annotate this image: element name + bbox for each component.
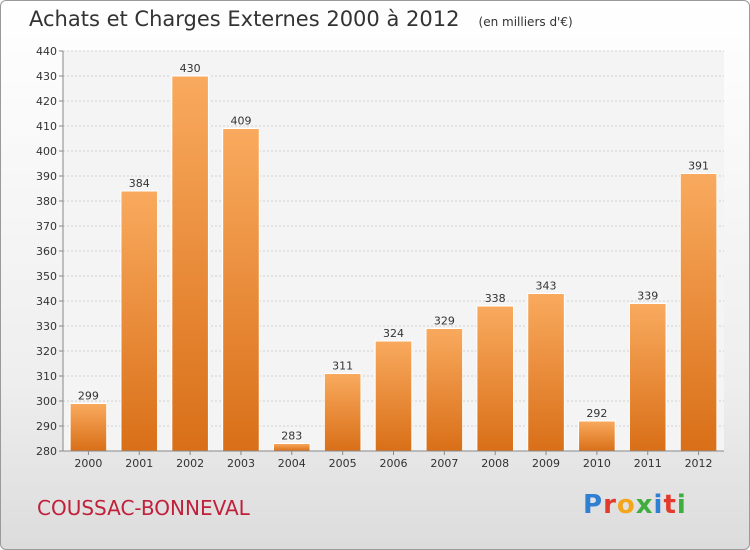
- value-label-2010: 292: [586, 407, 607, 420]
- bar-2008: [476, 305, 514, 452]
- y-tick-label: 290: [36, 420, 57, 433]
- value-label-2002: 430: [180, 62, 201, 75]
- y-tick-label: 440: [36, 45, 57, 58]
- x-tick-label-2003: 2003: [227, 457, 255, 470]
- chart-subtitle: (en milliers d'€): [478, 15, 573, 29]
- y-tick-label: 360: [36, 245, 57, 258]
- bar-2009: [527, 293, 565, 452]
- commune-name: COUSSAC-BONNEVAL: [37, 496, 250, 520]
- value-label-2009: 343: [536, 280, 557, 293]
- logo-letter: i: [676, 490, 687, 520]
- logo-letter: P: [583, 490, 604, 520]
- bar-2012: [679, 173, 718, 452]
- logo-letter: i: [653, 490, 664, 520]
- logo-letter: x: [635, 490, 654, 520]
- title-row: Achats et Charges Externes 2000 à 2012 (…: [29, 7, 573, 31]
- y-tick-label: 330: [36, 320, 57, 333]
- logo-letter: o: [616, 490, 636, 520]
- value-label-2011: 339: [637, 290, 658, 303]
- y-tick-label: 310: [36, 370, 57, 383]
- x-tick-label-2010: 2010: [583, 457, 611, 470]
- x-tick-label-2009: 2009: [532, 457, 560, 470]
- value-label-2012: 391: [688, 160, 709, 173]
- label-layer: 299 384 430 409 283 311 324 329 338 343 292 339 391: [78, 62, 709, 443]
- x-tick-label-2011: 2011: [634, 457, 662, 470]
- y-tick-label: 390: [36, 170, 57, 183]
- y-tick-label: 280: [36, 445, 57, 458]
- bar-2001: [120, 190, 159, 452]
- chart-title: Achats et Charges Externes 2000 à 2012: [29, 7, 460, 31]
- bar-2006: [374, 340, 413, 452]
- bar-2003: [222, 128, 260, 452]
- y-tick-label: 350: [36, 270, 57, 283]
- y-tick-label: 380: [36, 195, 57, 208]
- value-label-2007: 329: [434, 315, 455, 328]
- x-tick-label-2002: 2002: [176, 457, 204, 470]
- x-tick-label-2005: 2005: [329, 457, 357, 470]
- bar-2004: [273, 443, 311, 452]
- x-tick-label-2006: 2006: [380, 457, 408, 470]
- value-label-2001: 384: [129, 177, 150, 190]
- bar-2010: [578, 420, 616, 452]
- value-label-2008: 338: [485, 292, 506, 305]
- x-tick-label-2007: 2007: [430, 457, 458, 470]
- x-tick-label-2012: 2012: [685, 457, 713, 470]
- bar-2007: [425, 328, 464, 452]
- x-tick-label-2008: 2008: [481, 457, 509, 470]
- value-label-2006: 324: [383, 327, 404, 340]
- logo-letter: t: [663, 490, 677, 520]
- axis-layer: 280 290 300 310 320 330 340 350 360 370 380 390 400 4…: [36, 45, 724, 470]
- y-tick-label: 300: [36, 395, 57, 408]
- y-tick-label: 320: [36, 345, 57, 358]
- value-label-2003: 409: [230, 115, 251, 128]
- y-tick-label: 430: [36, 70, 57, 83]
- bar-2005: [323, 373, 362, 452]
- bar-2000: [69, 403, 108, 452]
- bar-2011: [628, 303, 667, 452]
- x-tick-label-2001: 2001: [125, 457, 153, 470]
- value-label-2005: 311: [332, 360, 353, 373]
- y-tick-label: 340: [36, 295, 57, 308]
- x-tick-label-2004: 2004: [278, 457, 306, 470]
- proxiti-logo: Proxiti: [583, 490, 687, 520]
- y-tick-label: 410: [36, 120, 57, 133]
- logo-letter: r: [603, 490, 617, 520]
- bar-layer: [69, 75, 718, 452]
- value-label-2004: 283: [281, 430, 302, 443]
- value-label-2000: 299: [78, 390, 99, 403]
- bar-2002: [171, 75, 209, 452]
- y-tick-label: 420: [36, 95, 57, 108]
- x-tick-label-2000: 2000: [74, 457, 102, 470]
- y-tick-label: 370: [36, 220, 57, 233]
- y-tick-label: 400: [36, 145, 57, 158]
